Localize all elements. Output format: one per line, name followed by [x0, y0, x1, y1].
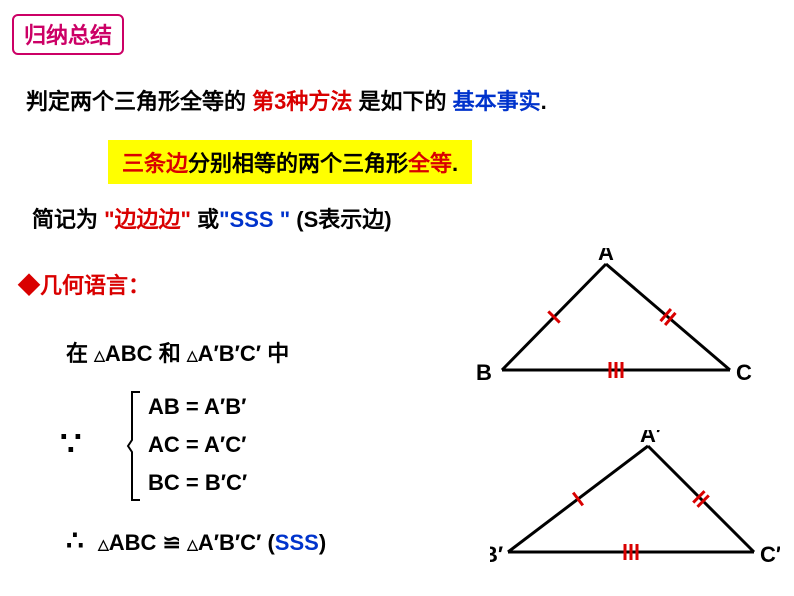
abbreviation-line: 简记为 "边边边" 或"SSS " (S表示边)	[32, 202, 392, 234]
sss: SSS	[275, 530, 319, 555]
conclusion-line: ∴ △ABC ≌ △A′B′C′ (SSS)	[66, 524, 326, 557]
svg-text:A: A	[598, 248, 614, 265]
l2p3: 或	[197, 207, 219, 232]
triangle-abc-prime-diagram: A′ B′ C′	[490, 430, 780, 580]
l1p4: 基本事实	[447, 89, 541, 114]
hp1: 三条边	[122, 151, 188, 176]
s1abc2: A′B′C′	[198, 341, 268, 366]
in-triangles-statement: 在 △ABC 和 △A′B′C′ 中	[66, 336, 289, 368]
l1p3: 是如下的	[358, 89, 446, 114]
geometry-language-label: ◆几何语言：	[18, 268, 150, 300]
highlight-theorem: 三条边分别相等的两个三角形全等.	[108, 140, 472, 184]
triangle-abc-diagram: A B C	[476, 248, 766, 398]
l2p5: (S表示边)	[290, 207, 391, 232]
cp1: ABC ≌	[109, 530, 187, 555]
summary-text: 归纳总结	[24, 23, 112, 48]
geo-lang-text: 几何语言：	[40, 273, 150, 298]
s1p2: 和	[159, 341, 187, 366]
diamond-icon: ◆	[18, 273, 40, 298]
cp2: A′B′C′	[198, 530, 268, 555]
statement-line-1: 判定两个三角形全等的 第3种方法 是如下的 基本事实.	[26, 84, 547, 116]
hp2: 分别相等的两个三角形	[188, 151, 408, 176]
s1p1: 在	[66, 341, 94, 366]
l2p1: 简记为	[32, 207, 104, 232]
tri-sym-1: △	[94, 347, 105, 363]
l2p2: "边边边"	[104, 207, 197, 232]
equation-1: AB = A′B′	[148, 394, 246, 420]
l1p1: 判定两个三角形全等的	[26, 89, 246, 114]
s1p3: 中	[267, 341, 289, 366]
tri-sym-3: △	[98, 536, 109, 552]
equation-2: AC = A′C′	[148, 432, 246, 458]
svg-text:A′: A′	[640, 430, 661, 447]
cp3: (	[267, 530, 274, 555]
tri-sym-4: △	[187, 536, 198, 552]
therefore-symbol: ∴	[66, 525, 84, 556]
l2p4: "SSS "	[219, 207, 290, 232]
equation-3: BC = B′C′	[148, 470, 247, 496]
svg-text:B′: B′	[490, 542, 503, 567]
summary-box: 归纳总结	[12, 14, 124, 55]
svg-text:B: B	[476, 360, 492, 385]
svg-text:C′: C′	[760, 542, 780, 567]
tri-sym-2: △	[187, 347, 198, 363]
brace-icon	[126, 390, 146, 502]
hp3: 全等	[408, 151, 452, 176]
l1p2: 第3种方法	[246, 89, 358, 114]
cp4: )	[319, 530, 326, 555]
s1abc: ABC	[105, 341, 159, 366]
svg-text:C: C	[736, 360, 752, 385]
because-symbol: ∵	[60, 424, 82, 464]
l1p5: .	[541, 89, 547, 114]
hp4: .	[452, 151, 458, 176]
